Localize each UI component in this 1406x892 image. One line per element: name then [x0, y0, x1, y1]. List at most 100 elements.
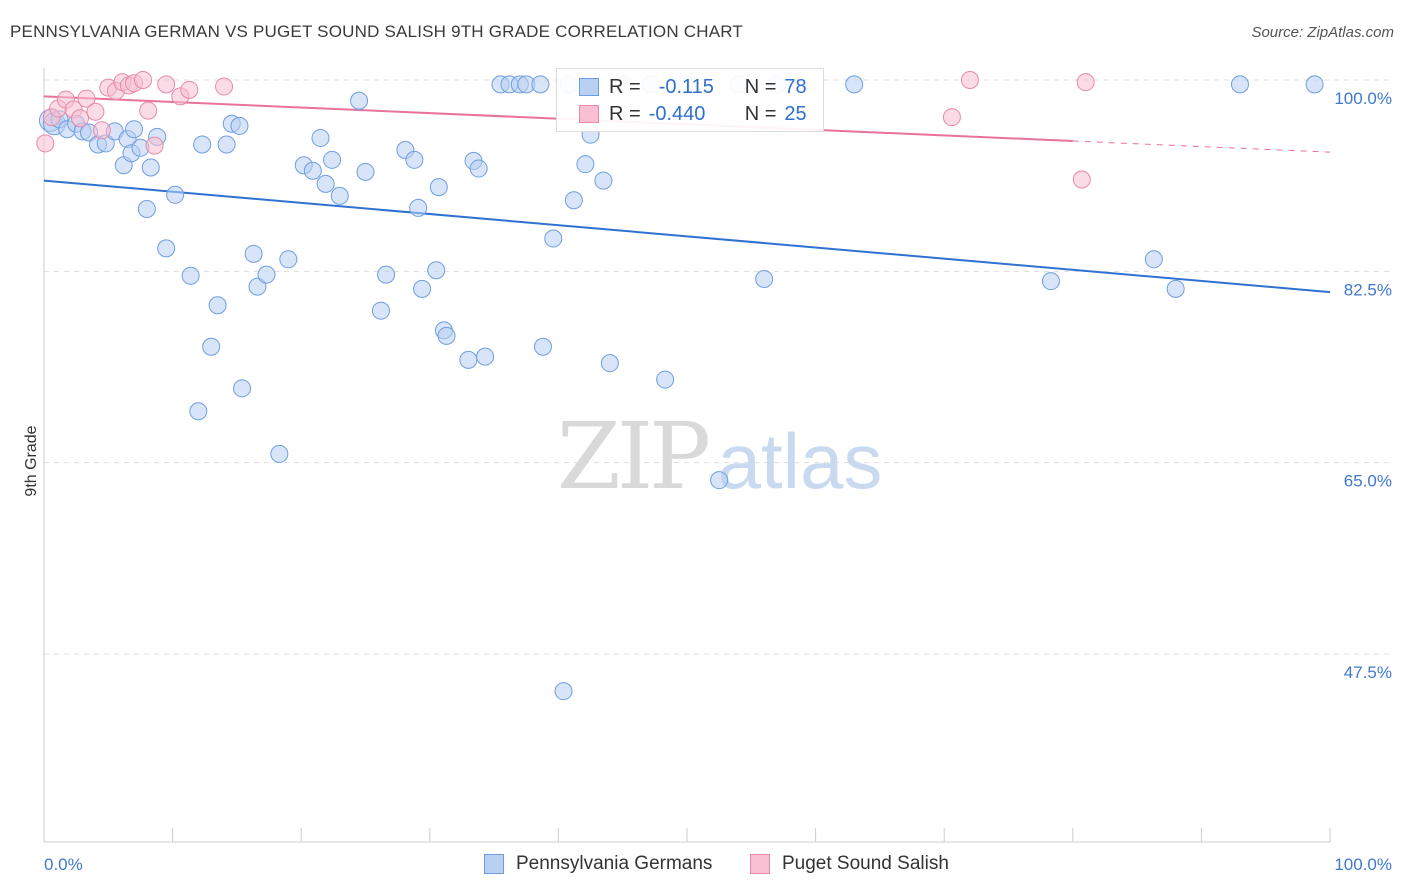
data-point — [1144, 250, 1163, 269]
data-point — [233, 379, 252, 398]
data-point — [248, 277, 267, 296]
bottom-legend-pennsylvania-germans: Pennsylvania Germans — [484, 852, 712, 876]
data-point — [71, 109, 90, 128]
data-point — [157, 75, 176, 94]
bottom-legend-swatch-pink — [750, 854, 770, 874]
data-point — [193, 135, 212, 154]
data-point — [942, 108, 961, 127]
data-point — [413, 279, 432, 298]
data-point — [554, 682, 573, 701]
data-point — [564, 191, 583, 210]
y-tick-label: 100.0% — [1334, 89, 1392, 108]
legend-r-label: R = — [609, 102, 641, 125]
data-point — [594, 171, 613, 190]
data-point — [656, 370, 675, 389]
correlation-legend: R = -0.115 N = 78 R = -0.440 N = 25 — [556, 68, 824, 132]
data-point — [125, 120, 144, 139]
legend-r-value: -0.115 — [658, 75, 714, 98]
data-point — [270, 444, 289, 463]
watermark-zip: ZIP — [557, 403, 708, 510]
data-point — [215, 77, 234, 96]
data-point — [217, 135, 236, 154]
data-point — [77, 89, 96, 108]
data-point — [427, 261, 446, 280]
series-pennsylvania-germans — [38, 75, 1324, 701]
data-point — [166, 185, 185, 204]
data-point — [139, 101, 158, 120]
bottom-legend-puget-sound-salish: Puget Sound Salish — [750, 852, 949, 876]
data-point — [1072, 170, 1091, 189]
trend-line — [43, 179, 1331, 294]
data-point — [600, 354, 619, 373]
data-point — [755, 269, 774, 288]
legend-n-value: 78 — [784, 75, 807, 98]
data-point — [356, 162, 375, 181]
legend-r-value: -0.440 — [648, 102, 706, 125]
legend-row-puget-sound-salish: R = -0.440 N = 25 — [579, 102, 807, 126]
data-point — [1076, 73, 1095, 92]
data-point — [189, 402, 208, 421]
data-point — [145, 136, 164, 155]
data-point — [405, 150, 424, 169]
data-point — [137, 200, 156, 219]
data-point — [1041, 272, 1060, 291]
data-point — [134, 71, 153, 89]
data-point — [544, 229, 563, 248]
data-point — [459, 350, 478, 369]
y-tick-label: 82.5% — [1344, 280, 1392, 299]
data-point — [409, 198, 428, 217]
data-point — [244, 244, 263, 263]
data-point — [476, 347, 495, 366]
legend-n-value: 25 — [784, 102, 807, 125]
legend-swatch-pink — [579, 105, 599, 123]
data-point — [371, 301, 390, 320]
data-point — [960, 71, 979, 89]
source-label: Source: ZipAtlas.com — [1251, 24, 1394, 41]
data-point — [469, 159, 488, 178]
data-point — [1166, 279, 1185, 298]
data-point — [180, 80, 199, 99]
data-point — [323, 150, 342, 169]
y-tick-label: 47.5% — [1344, 663, 1392, 682]
data-point — [303, 161, 322, 180]
data-point — [230, 116, 249, 135]
data-point — [279, 250, 298, 269]
bottom-legend-swatch-blue — [484, 854, 504, 874]
data-point — [845, 75, 864, 94]
data-point — [429, 178, 448, 197]
legend-row-pennsylvania-germans: R = -0.115 N = 78 — [579, 75, 807, 99]
legend-n-label: N = — [744, 75, 777, 98]
data-point — [36, 134, 55, 153]
data-point — [330, 186, 349, 205]
data-point — [377, 265, 396, 284]
x-tick-label: 0.0% — [44, 855, 83, 874]
data-point — [316, 174, 335, 193]
trend-line-extension — [1072, 140, 1331, 153]
data-point — [181, 266, 200, 285]
data-point — [531, 75, 550, 94]
data-point — [141, 158, 160, 177]
gridlines — [44, 79, 1392, 655]
data-point — [710, 471, 729, 490]
watermark-atlas: atlas — [718, 417, 883, 505]
data-point — [350, 91, 369, 110]
watermark: ZIP atlas — [557, 403, 882, 510]
legend-r-label: R = — [609, 75, 641, 98]
x-tick-label: 100.0% — [1334, 855, 1392, 874]
y-tick-label: 65.0% — [1344, 472, 1392, 491]
data-point — [86, 102, 105, 121]
data-point — [576, 155, 595, 174]
data-point — [1230, 75, 1249, 94]
data-point — [202, 337, 221, 356]
data-point — [92, 121, 111, 140]
data-point — [208, 296, 227, 315]
data-point — [533, 337, 552, 356]
y-axis-label: 9th Grade — [23, 425, 40, 496]
data-point — [257, 265, 276, 284]
series-puget-sound-salish — [36, 71, 1095, 189]
data-point — [1305, 75, 1324, 94]
legend-n-label: N = — [744, 102, 777, 125]
bottom-legend-label: Pennsylvania Germans — [516, 853, 713, 874]
legend-swatch-blue — [579, 78, 599, 96]
